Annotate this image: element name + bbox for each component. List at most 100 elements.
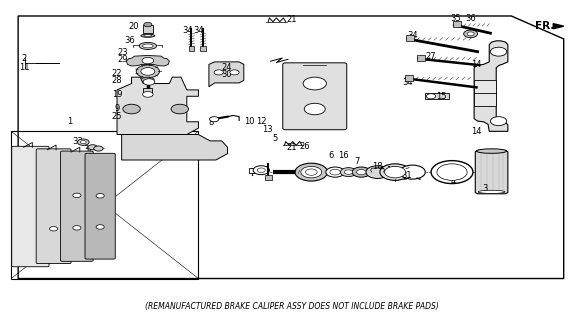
Text: 6: 6 bbox=[328, 151, 333, 160]
Text: 21: 21 bbox=[286, 15, 297, 24]
Text: 3: 3 bbox=[482, 184, 487, 193]
Circle shape bbox=[431, 161, 473, 184]
FancyBboxPatch shape bbox=[283, 63, 347, 130]
Circle shape bbox=[88, 145, 97, 150]
Circle shape bbox=[400, 165, 425, 179]
Circle shape bbox=[230, 70, 239, 75]
Text: 9: 9 bbox=[114, 104, 120, 113]
Text: 28: 28 bbox=[112, 76, 122, 85]
Circle shape bbox=[340, 168, 357, 177]
Text: 21: 21 bbox=[286, 143, 297, 152]
Bar bbox=[249, 168, 255, 173]
Text: 4: 4 bbox=[451, 177, 456, 186]
Bar bbox=[143, 88, 153, 95]
Text: 31: 31 bbox=[401, 172, 412, 180]
Circle shape bbox=[143, 92, 153, 97]
Circle shape bbox=[144, 22, 152, 27]
Text: 14: 14 bbox=[471, 60, 482, 69]
Circle shape bbox=[303, 77, 326, 90]
Circle shape bbox=[143, 79, 155, 85]
Bar bbox=[406, 35, 414, 42]
Text: 8: 8 bbox=[209, 118, 214, 127]
Text: 11: 11 bbox=[19, 63, 29, 72]
Polygon shape bbox=[475, 150, 508, 194]
Circle shape bbox=[380, 164, 410, 180]
Circle shape bbox=[467, 32, 474, 36]
Ellipse shape bbox=[478, 190, 505, 194]
Bar bbox=[405, 75, 413, 81]
Circle shape bbox=[73, 226, 81, 230]
Text: 34: 34 bbox=[182, 26, 194, 35]
Text: 12: 12 bbox=[256, 117, 266, 126]
Circle shape bbox=[463, 30, 477, 38]
Text: 14: 14 bbox=[471, 127, 482, 136]
Text: 36: 36 bbox=[124, 36, 135, 45]
Text: 29: 29 bbox=[118, 55, 128, 64]
Bar bbox=[188, 46, 194, 51]
FancyBboxPatch shape bbox=[12, 146, 49, 267]
Text: 5: 5 bbox=[273, 134, 278, 143]
Circle shape bbox=[94, 146, 103, 151]
Ellipse shape bbox=[141, 34, 155, 37]
Bar bbox=[474, 80, 496, 106]
Text: 34: 34 bbox=[407, 31, 418, 40]
Circle shape bbox=[490, 47, 507, 56]
Bar bbox=[200, 46, 206, 51]
Text: 2: 2 bbox=[22, 53, 27, 62]
Circle shape bbox=[490, 117, 507, 125]
Text: 24: 24 bbox=[221, 63, 231, 72]
Text: 33: 33 bbox=[72, 137, 83, 146]
Text: 30: 30 bbox=[221, 70, 231, 79]
Circle shape bbox=[304, 103, 325, 115]
Text: 32: 32 bbox=[84, 145, 94, 154]
Circle shape bbox=[385, 166, 406, 178]
Circle shape bbox=[96, 225, 104, 229]
Polygon shape bbox=[209, 62, 244, 87]
Polygon shape bbox=[122, 134, 227, 160]
Text: FR.: FR. bbox=[535, 21, 554, 31]
Circle shape bbox=[345, 170, 353, 174]
Text: (REMANUFACTURED BRAKE CALIPER ASSY DOES NOT INCLUDE BRAKE PADS): (REMANUFACTURED BRAKE CALIPER ASSY DOES … bbox=[145, 302, 438, 311]
Circle shape bbox=[295, 163, 328, 181]
Polygon shape bbox=[117, 77, 198, 134]
Text: 25: 25 bbox=[112, 112, 122, 121]
Text: 7: 7 bbox=[354, 157, 359, 166]
Circle shape bbox=[209, 117, 219, 122]
Bar bbox=[452, 21, 461, 28]
Text: 19: 19 bbox=[112, 90, 122, 99]
Circle shape bbox=[301, 166, 322, 178]
Circle shape bbox=[171, 104, 188, 114]
Bar bbox=[265, 175, 272, 180]
Circle shape bbox=[437, 164, 467, 180]
Circle shape bbox=[326, 167, 345, 177]
Circle shape bbox=[80, 140, 86, 144]
Text: 34: 34 bbox=[402, 78, 413, 87]
Text: 1: 1 bbox=[66, 117, 72, 126]
Circle shape bbox=[142, 57, 154, 64]
Polygon shape bbox=[127, 55, 170, 66]
Circle shape bbox=[123, 104, 141, 114]
Polygon shape bbox=[474, 41, 508, 131]
FancyBboxPatch shape bbox=[85, 153, 115, 259]
FancyBboxPatch shape bbox=[61, 151, 93, 261]
Text: 15: 15 bbox=[436, 92, 447, 101]
Circle shape bbox=[78, 139, 89, 145]
Circle shape bbox=[73, 193, 81, 197]
Bar bbox=[425, 93, 448, 99]
Circle shape bbox=[366, 166, 389, 179]
Text: 26: 26 bbox=[299, 142, 310, 151]
Bar bbox=[143, 25, 153, 33]
Circle shape bbox=[253, 166, 269, 175]
Text: 13: 13 bbox=[262, 125, 272, 134]
Circle shape bbox=[426, 94, 436, 99]
Circle shape bbox=[50, 227, 58, 231]
Circle shape bbox=[257, 168, 265, 172]
Circle shape bbox=[357, 170, 366, 175]
Text: 36: 36 bbox=[465, 14, 476, 23]
Text: 35: 35 bbox=[450, 14, 461, 23]
Ellipse shape bbox=[142, 77, 154, 82]
Text: 22: 22 bbox=[112, 69, 122, 78]
Text: 18: 18 bbox=[373, 162, 383, 171]
FancyBboxPatch shape bbox=[36, 149, 71, 264]
Ellipse shape bbox=[476, 149, 507, 153]
